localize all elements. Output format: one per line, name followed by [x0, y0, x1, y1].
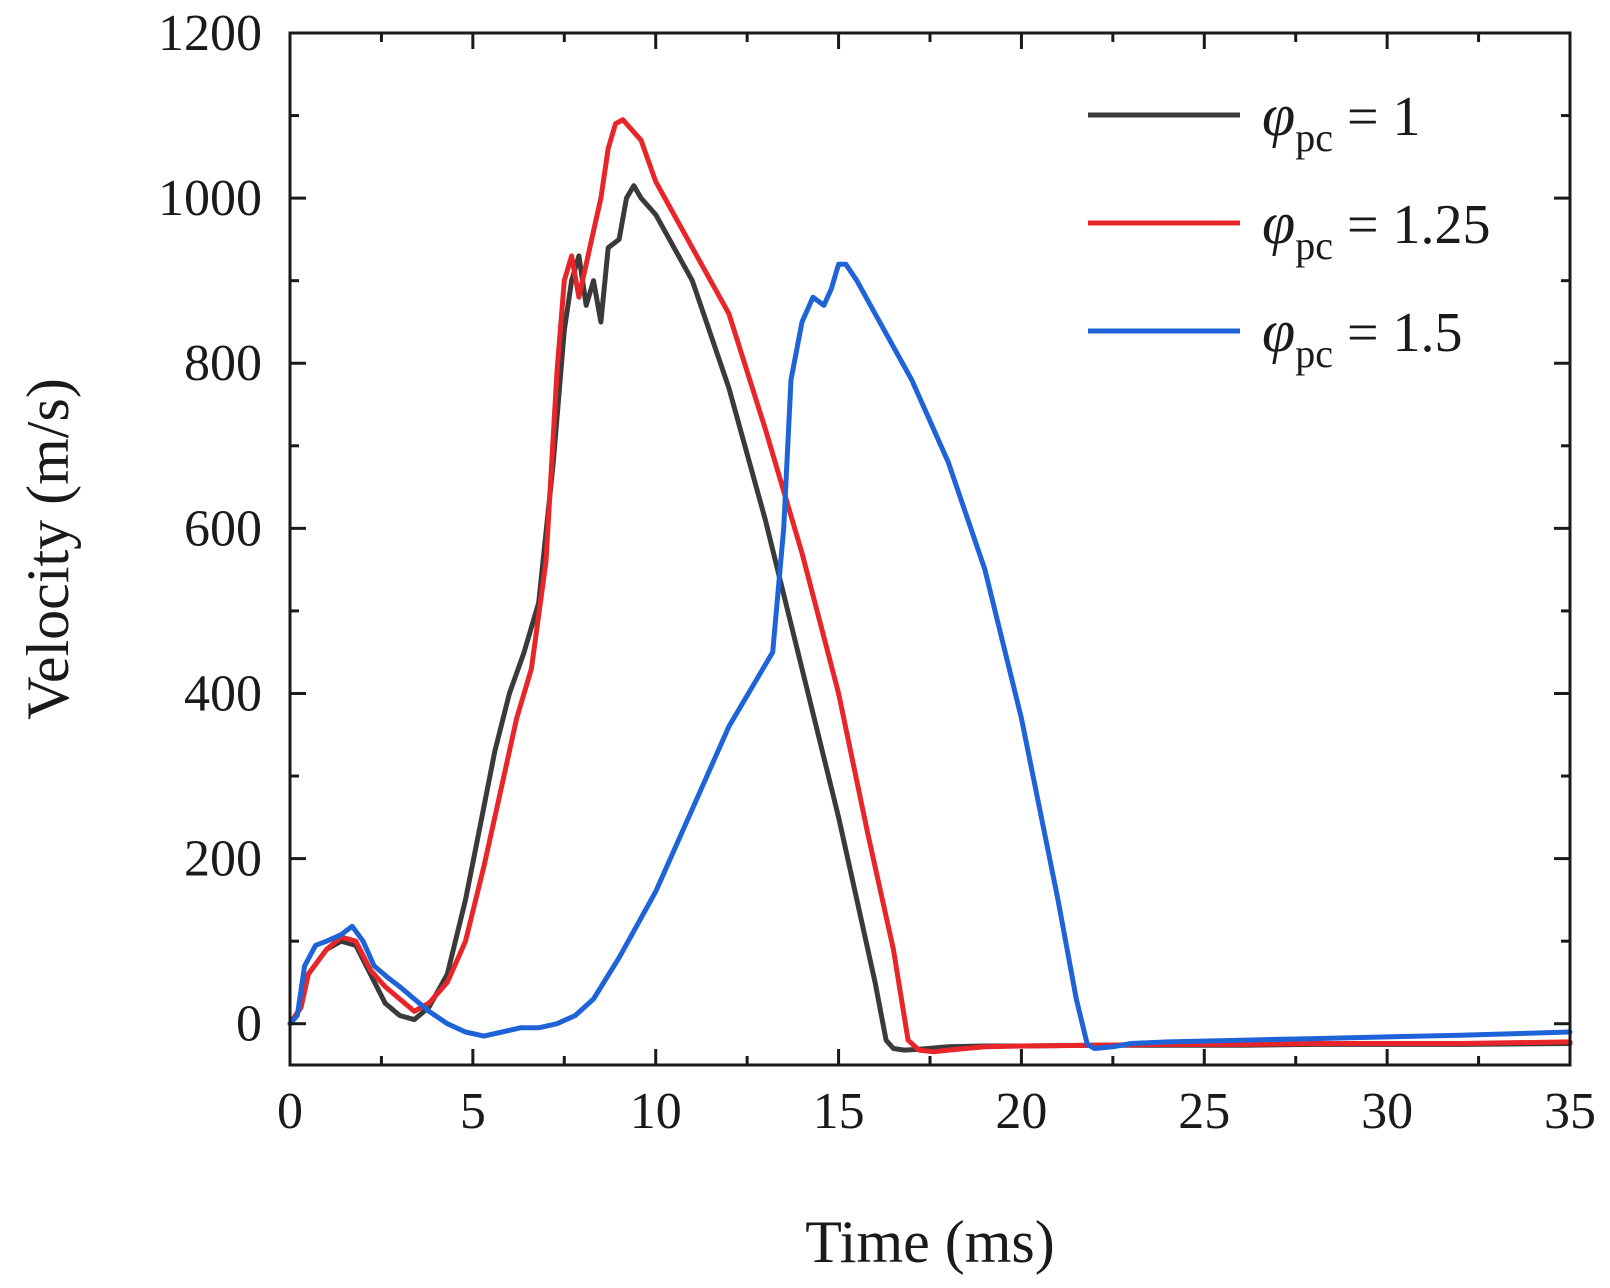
x-tick-label: 20 — [995, 1083, 1047, 1140]
plot-frame — [288, 31, 1572, 1067]
series-line-3 — [287, 261, 1573, 1051]
x-tick-label: 15 — [813, 1083, 865, 1140]
legend: φpc = 1 φpc = 1.25 φpc = 1.5 — [1088, 82, 1491, 376]
legend-label-2: φpc = 1.25 — [1262, 190, 1491, 268]
legend-label-3: φpc = 1.5 — [1262, 298, 1463, 376]
x-axis-title: Time (ms) — [805, 1209, 1055, 1275]
y-tick-label: 0 — [236, 996, 262, 1053]
x-tick-label: 5 — [460, 1083, 486, 1140]
x-tick-label: 25 — [1178, 1083, 1230, 1140]
tick-labels: 0 5 10 15 20 25 30 35 0 200 400 600 800 1000 1200 — [158, 5, 1596, 1140]
x-tick-label: 35 — [1544, 1083, 1596, 1140]
y-tick-label: 600 — [184, 500, 262, 557]
x-tick-label: 0 — [277, 1083, 303, 1140]
y-tick-label: 800 — [184, 335, 262, 392]
x-tick-label: 10 — [630, 1083, 682, 1140]
series-line-2 — [287, 117, 1573, 1055]
y-tick-label: 200 — [184, 831, 262, 888]
x-tick-label: 30 — [1361, 1083, 1413, 1140]
chart-marks — [287, 117, 1573, 1055]
legend-label-1: φpc = 1 — [1262, 82, 1421, 160]
y-tick-label: 1200 — [158, 5, 262, 62]
y-tick-label: 1000 — [158, 170, 262, 227]
y-axis-title: Velocity (m/s) — [15, 378, 81, 720]
y-tick-label: 400 — [184, 665, 262, 722]
axis-ticks — [288, 31, 1572, 1065]
